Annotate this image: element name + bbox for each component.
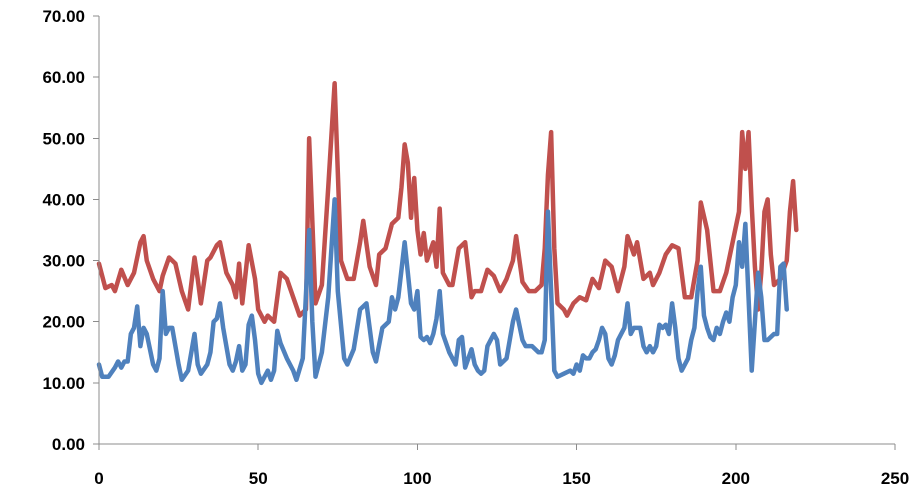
series-line-1 — [96, 81, 799, 324]
series-layer — [96, 81, 799, 386]
x-tick-label: 200 — [722, 469, 750, 488]
tick-labels-layer: 0.00 10.00 20.00 30.00 40.00 50.00 60.00 70.00 0… — [42, 7, 909, 488]
series-line-2 — [96, 197, 789, 386]
axes-layer — [98, 16, 895, 445]
y-tick-label: 20.00 — [42, 313, 85, 332]
y-tick-label: 0.00 — [52, 435, 85, 454]
y-tick-label: 10.00 — [42, 374, 85, 393]
x-tick-label: 0 — [94, 469, 103, 488]
y-tick-label: 70.00 — [42, 7, 85, 26]
ticks-layer — [93, 15, 896, 450]
y-tick-label: 50.00 — [42, 129, 85, 148]
x-tick-label: 250 — [881, 469, 909, 488]
y-tick-label: 60.00 — [42, 68, 85, 87]
y-tick-label: 30.00 — [42, 252, 85, 271]
x-tick-label: 150 — [562, 469, 590, 488]
x-tick-label: 50 — [249, 469, 268, 488]
x-tick-label: 100 — [403, 469, 431, 488]
y-tick-label: 40.00 — [42, 190, 85, 209]
